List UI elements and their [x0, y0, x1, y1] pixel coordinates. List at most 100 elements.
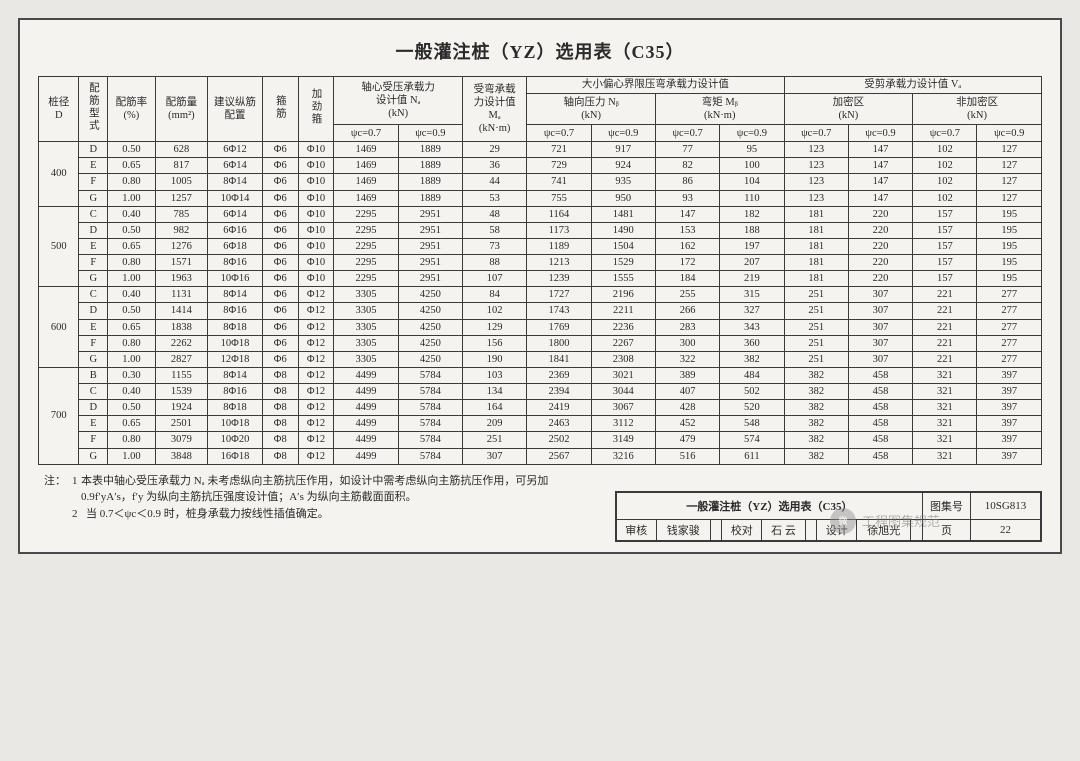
data-cell: 220	[848, 206, 912, 222]
data-cell: 950	[591, 190, 655, 206]
data-cell: 164	[462, 400, 526, 416]
data-cell: 157	[913, 206, 977, 222]
data-cell: 458	[848, 367, 912, 383]
data-cell: 382	[720, 351, 784, 367]
col-stirrup: 箍筋	[262, 77, 298, 142]
data-cell: D	[79, 222, 108, 238]
data-cell: 6Φ12	[208, 142, 263, 158]
data-cell: 1189	[527, 238, 591, 254]
data-cell: 251	[784, 303, 848, 319]
data-cell: 4250	[398, 335, 462, 351]
data-cell: 458	[848, 384, 912, 400]
data-cell: 520	[720, 400, 784, 416]
data-cell: 2951	[398, 271, 462, 287]
table-row: C0.4015398Φ16Φ8Φ124499578413423943044407…	[39, 384, 1042, 400]
data-cell: Φ8	[262, 384, 298, 400]
data-cell: 147	[848, 174, 912, 190]
col-mb: 弯矩 Mᵦ(kN·m)	[655, 94, 784, 125]
data-cell: 574	[720, 432, 784, 448]
data-cell: 817	[155, 158, 207, 174]
colgroup-shear: 受剪承载力设计值 Vₐ	[784, 77, 1041, 94]
data-cell: 1889	[398, 158, 462, 174]
data-cell: 611	[720, 448, 784, 464]
data-cell: 181	[784, 222, 848, 238]
data-cell: 2236	[591, 319, 655, 335]
data-cell: C	[79, 206, 108, 222]
data-cell: Φ6	[262, 351, 298, 367]
data-cell: 147	[655, 206, 719, 222]
data-cell: 123	[784, 174, 848, 190]
data-cell: 2262	[155, 335, 207, 351]
data-cell: 0.65	[108, 238, 156, 254]
data-cell: 382	[784, 416, 848, 432]
data-cell: 0.50	[108, 303, 156, 319]
data-cell: 6Φ18	[208, 238, 263, 254]
data-cell: 53	[462, 190, 526, 206]
data-cell: 397	[977, 367, 1042, 383]
data-cell: 917	[591, 142, 655, 158]
data-cell: 129	[462, 319, 526, 335]
data-cell: 5784	[398, 448, 462, 464]
data-cell: G	[79, 351, 108, 367]
data-cell: 729	[527, 158, 591, 174]
data-cell: 1889	[398, 174, 462, 190]
data-cell: 0.80	[108, 432, 156, 448]
data-cell: 1539	[155, 384, 207, 400]
data-cell: Φ10	[298, 190, 334, 206]
data-cell: 458	[848, 448, 912, 464]
data-cell: 16Φ18	[208, 448, 263, 464]
data-cell: 321	[913, 416, 977, 432]
data-cell: 1005	[155, 174, 207, 190]
table-row: D0.5019248Φ18Φ8Φ124499578416424193067428…	[39, 400, 1042, 416]
data-cell: 2463	[527, 416, 591, 432]
col-type: 配筋型式	[79, 77, 108, 142]
data-cell: 12Φ18	[208, 351, 263, 367]
data-cell: 110	[720, 190, 784, 206]
data-cell: 221	[913, 303, 977, 319]
data-cell: 3305	[334, 319, 398, 335]
data-cell: Φ6	[262, 335, 298, 351]
data-cell: 755	[527, 190, 591, 206]
table-row: D0.5014148Φ16Φ6Φ123305425010217432211266…	[39, 303, 1042, 319]
data-cell: 8Φ14	[208, 174, 263, 190]
data-cell: E	[79, 158, 108, 174]
data-cell: G	[79, 448, 108, 464]
data-cell: 458	[848, 432, 912, 448]
data-cell: 220	[848, 255, 912, 271]
data-cell: 123	[784, 190, 848, 206]
dia-cell: 700	[39, 367, 79, 464]
table-row: 500C0.407856Φ14Φ6Φ1022952951481164148114…	[39, 206, 1042, 222]
data-cell: 382	[784, 400, 848, 416]
data-cell: 321	[913, 384, 977, 400]
data-cell: Φ6	[262, 319, 298, 335]
data-cell: 195	[977, 222, 1042, 238]
data-cell: 1800	[527, 335, 591, 351]
data-cell: 184	[655, 271, 719, 287]
data-cell: 1.00	[108, 271, 156, 287]
table-row: G1.00384816Φ18Φ8Φ12449957843072567321651…	[39, 448, 1042, 464]
data-cell: 3848	[155, 448, 207, 464]
data-cell: 1504	[591, 238, 655, 254]
data-cell: 2951	[398, 222, 462, 238]
data-cell: 4250	[398, 303, 462, 319]
data-cell: 147	[848, 158, 912, 174]
data-cell: 219	[720, 271, 784, 287]
data-cell: 3305	[334, 287, 398, 303]
data-cell: Φ6	[262, 206, 298, 222]
data-cell: 29	[462, 142, 526, 158]
data-cell: 407	[655, 384, 719, 400]
data-cell: 1.00	[108, 351, 156, 367]
data-cell: 103	[462, 367, 526, 383]
data-cell: 2295	[334, 255, 398, 271]
data-cell: 4499	[334, 367, 398, 383]
data-cell: Φ12	[298, 448, 334, 464]
data-cell: 2295	[334, 206, 398, 222]
table-row: G1.00196310Φ16Φ6Φ10229529511071239155518…	[39, 271, 1042, 287]
data-cell: 322	[655, 351, 719, 367]
data-cell: 2502	[527, 432, 591, 448]
data-cell: 102	[913, 174, 977, 190]
data-cell: 382	[784, 448, 848, 464]
data-cell: 195	[977, 271, 1042, 287]
data-cell: 2295	[334, 271, 398, 287]
col-dense: 加密区(kN)	[784, 94, 913, 125]
